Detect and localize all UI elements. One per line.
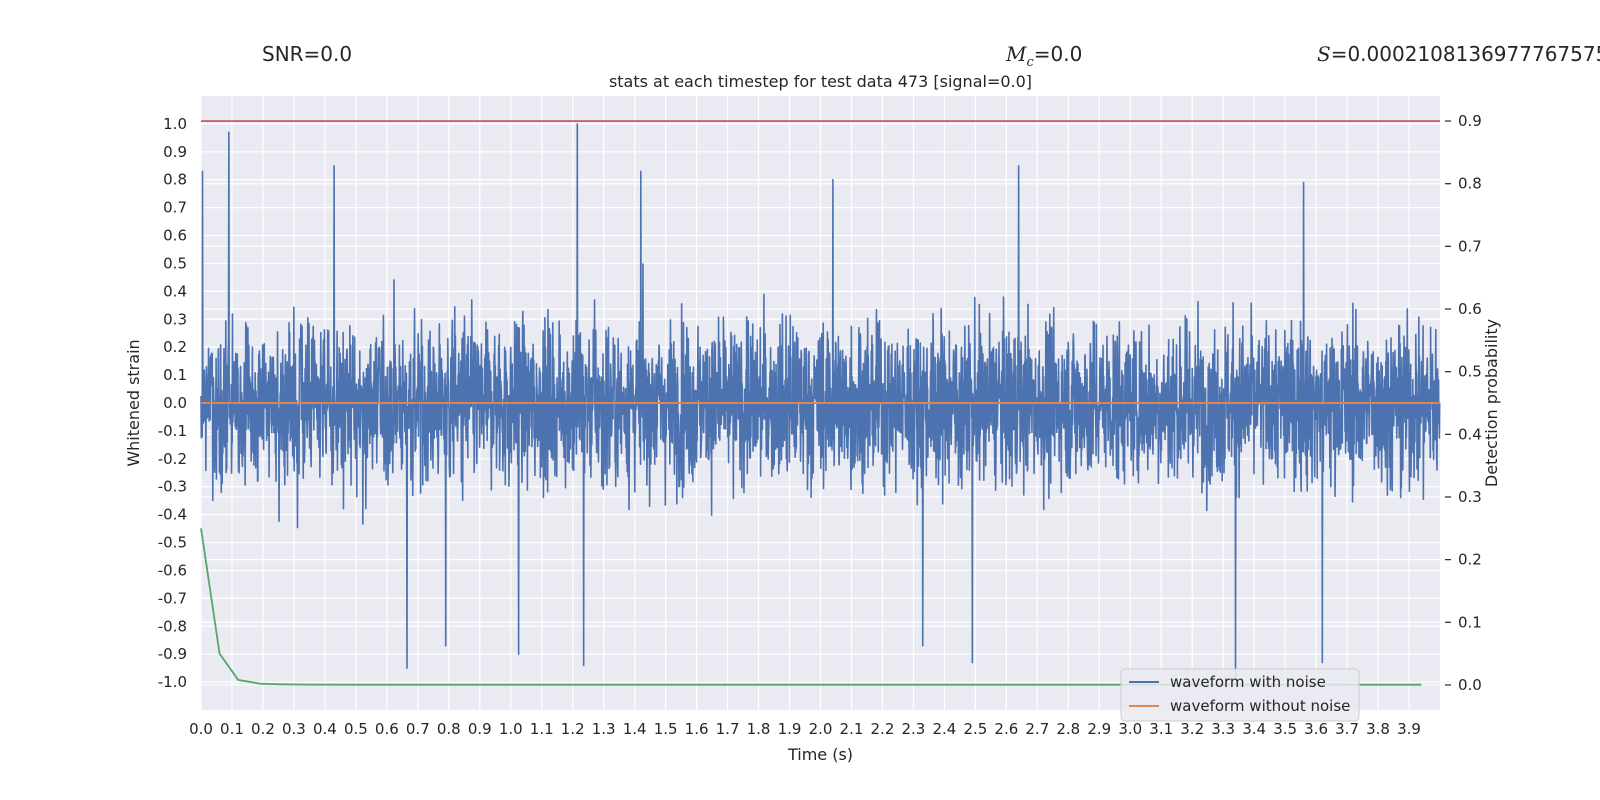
x-tick-label: 0.1 (220, 720, 244, 738)
x-tick-label: 0.5 (344, 720, 368, 738)
y2-tick-label: 0.8 (1458, 175, 1482, 193)
x-tick-label: 2.4 (932, 720, 956, 738)
x-tick-label: 0.7 (406, 720, 430, 738)
y2-tick-label: 0.1 (1458, 613, 1482, 631)
x-tick-label: 3.3 (1211, 720, 1235, 738)
x-tick-label: 3.2 (1180, 720, 1204, 738)
y-tick-label: -1.0 (158, 673, 187, 691)
y-tick-label: -0.5 (158, 534, 187, 552)
chirp-mass-symbol: M (1006, 42, 1027, 66)
legend-label: waveform without noise (1170, 697, 1350, 715)
y-tick-label: 0.1 (163, 366, 187, 384)
y-tick-label: 1.0 (163, 115, 187, 133)
y2-tick-label: 0.6 (1458, 300, 1482, 318)
y-tick-label: 0.4 (163, 282, 187, 300)
series-waveform-with-noise (200, 123, 1441, 678)
x-tick-label: 2.8 (1056, 720, 1080, 738)
x-tick-label: 1.6 (685, 720, 709, 738)
y-tick-label: 0.2 (163, 338, 187, 356)
x-axis-label: Time (s) (787, 745, 853, 764)
legend-box (1120, 668, 1360, 722)
y-tick-label: -0.4 (158, 506, 187, 524)
x-tick-label: 0.4 (313, 720, 337, 738)
x-tick-label: 3.1 (1149, 720, 1173, 738)
x-tick-label: 1.5 (654, 720, 678, 738)
y-tick-label: 0.9 (163, 143, 187, 161)
x-tick-label: 0.3 (282, 720, 306, 738)
x-tick-label: 0.9 (468, 720, 492, 738)
chirp-mass-readout: Mc=0.0 (1006, 42, 1082, 70)
x-tick-label: 1.9 (778, 720, 802, 738)
chart-title: stats at each timestep for test data 473… (609, 72, 1032, 91)
y2-tick-label: 0.4 (1458, 425, 1482, 443)
y-tick-label: 0.0 (163, 394, 187, 412)
x-tick-label: 1.8 (747, 720, 771, 738)
x-tick-label: 3.0 (1118, 720, 1142, 738)
x-tick-label: 1.7 (716, 720, 740, 738)
y-tick-label: -0.8 (158, 617, 187, 635)
x-tick-label: 2.3 (901, 720, 925, 738)
y2-tick-label: 0.9 (1458, 112, 1482, 130)
x-tick-label: 3.7 (1335, 720, 1359, 738)
y-tick-label: 0.6 (163, 227, 187, 245)
x-tick-label: 0.2 (251, 720, 275, 738)
x-tick-label: 2.6 (994, 720, 1018, 738)
x-tick-label: 2.9 (1087, 720, 1111, 738)
y-tick-label: 0.8 (163, 171, 187, 189)
y-tick-label: -0.7 (158, 589, 187, 607)
y2-tick-label: 0.7 (1458, 237, 1482, 255)
x-tick-label: 1.2 (561, 720, 585, 738)
y2-tick-label: 0.0 (1458, 676, 1482, 694)
y-axis-label: Whitened strain (124, 339, 143, 466)
y-tick-label: 0.7 (163, 199, 187, 217)
x-tick-label: 2.1 (840, 720, 864, 738)
legend-label: waveform with noise (1170, 673, 1326, 691)
x-tick-label: 3.8 (1366, 720, 1390, 738)
x-tick-label: 1.0 (499, 720, 523, 738)
x-tick-label: 0.6 (375, 720, 399, 738)
x-tick-label: 3.4 (1242, 720, 1266, 738)
y-tick-label: -0.1 (158, 422, 187, 440)
y-tick-label: -0.2 (158, 450, 187, 468)
y2-axis-label: Detection probability (1482, 319, 1501, 487)
y-tick-label: 0.5 (163, 254, 187, 272)
x-tick-label: 1.3 (592, 720, 616, 738)
s-readout: S=0.00021081369777675757 (1317, 42, 1600, 66)
y2-tick-label: 0.5 (1458, 363, 1482, 381)
y2-tick-label: 0.3 (1458, 488, 1482, 506)
snr-readout: SNR=0.0 (262, 42, 353, 66)
s-value: =0.00021081369777675757 (1330, 42, 1600, 66)
x-tick-label: 2.5 (963, 720, 987, 738)
x-tick-label: 3.5 (1273, 720, 1297, 738)
series-detection-probability (200, 528, 1422, 686)
y-tick-label: -0.6 (158, 561, 187, 579)
x-tick-label: 0.0 (189, 720, 213, 738)
x-tick-label: 2.0 (809, 720, 833, 738)
y-tick-label: 0.3 (163, 310, 187, 328)
y-tick-label: -0.3 (158, 478, 187, 496)
x-tick-label: 3.6 (1304, 720, 1328, 738)
x-tick-label: 2.7 (1025, 720, 1049, 738)
legend: waveform with noise waveform without nois… (1120, 668, 1360, 722)
x-tick-label: 2.2 (871, 720, 895, 738)
y2-tick-label: 0.2 (1458, 551, 1482, 569)
chirp-mass-value: =0.0 (1033, 42, 1083, 66)
x-tick-label: 3.9 (1397, 720, 1421, 738)
s-symbol: S (1317, 42, 1331, 66)
x-tick-label: 0.8 (437, 720, 461, 738)
x-tick-label: 1.4 (623, 720, 647, 738)
x-tick-label: 1.1 (530, 720, 554, 738)
y-tick-label: -0.9 (158, 645, 187, 663)
chirp-mass-subscript: c (1026, 55, 1034, 70)
